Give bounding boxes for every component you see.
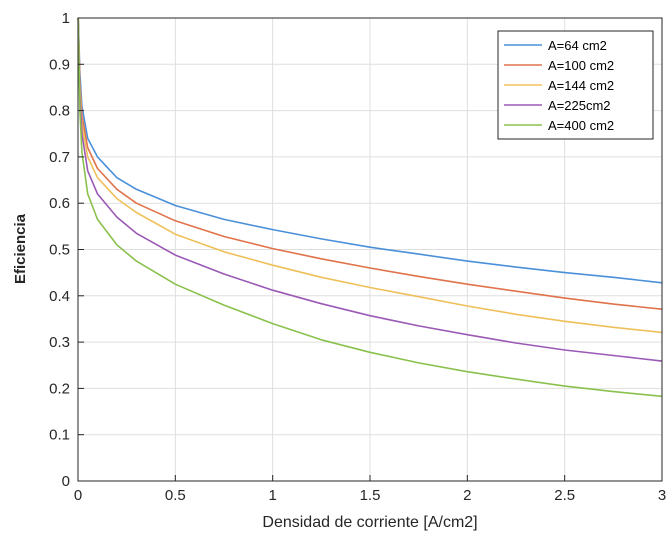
y-tick-label: 0.2 bbox=[49, 380, 70, 397]
legend-label: A=64 cm2 bbox=[548, 38, 607, 53]
x-tick-label: 0 bbox=[74, 487, 82, 504]
y-tick-label: 0.9 bbox=[49, 56, 70, 73]
y-tick-label: 0.3 bbox=[49, 334, 70, 351]
legend-label: A=144 cm2 bbox=[548, 78, 614, 93]
legend-label: A=225cm2 bbox=[548, 98, 611, 113]
legend: A=64 cm2 A=100 cm2 A=144 cm2 A=225cm2 A=400 … bbox=[497, 30, 654, 140]
x-tick-labels: 0 0.5 1 1.5 2 2.5 3 bbox=[74, 487, 666, 504]
series-lines bbox=[77, 17, 663, 398]
y-tick-label: 0.5 bbox=[49, 242, 70, 259]
y-tick-label: 1 bbox=[62, 10, 70, 27]
series-line-2 bbox=[77, 17, 663, 310]
x-tick-label: 3 bbox=[658, 487, 666, 504]
y-tick-label: 0 bbox=[62, 473, 70, 490]
x-tick-label: 2.5 bbox=[554, 487, 575, 504]
x-tick-label: 1.5 bbox=[360, 487, 381, 504]
y-tick-label: 0.7 bbox=[49, 149, 70, 166]
y-tick-label: 0.4 bbox=[49, 288, 70, 305]
y-axis-label: Eficiencia bbox=[12, 213, 29, 284]
x-axis-label: Densidad de corriente [A/cm2] bbox=[262, 514, 477, 531]
axis-ticks bbox=[77, 17, 663, 482]
x-tick-label: 0.5 bbox=[165, 487, 186, 504]
legend-label: A=400 cm2 bbox=[548, 118, 614, 133]
y-tick-label: 0.6 bbox=[49, 195, 70, 212]
y-tick-labels: 0 0.1 0.2 0.3 0.4 0.5 0.6 0.7 0.8 0.9 1 bbox=[49, 10, 70, 490]
series-line-3 bbox=[77, 17, 663, 334]
y-tick-label: 0.8 bbox=[49, 103, 70, 120]
x-tick-label: 1 bbox=[268, 487, 276, 504]
series-line-1 bbox=[77, 17, 663, 284]
legend-label: A=100 cm2 bbox=[548, 58, 614, 73]
series-line-4 bbox=[77, 17, 663, 362]
x-tick-label: 2 bbox=[463, 487, 471, 504]
y-tick-label: 0.1 bbox=[49, 427, 70, 444]
series-line-5 bbox=[77, 17, 663, 398]
